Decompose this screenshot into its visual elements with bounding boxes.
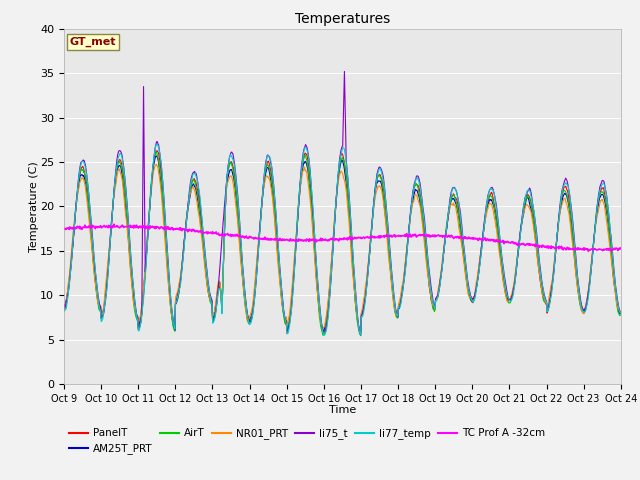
li77_temp <box>590 236 598 242</box>
li75_t <box>60 305 68 311</box>
TC Prof A -32cm <box>590 246 598 252</box>
AM25T_PRT <box>599 192 607 198</box>
Line: AirT: AirT <box>64 152 621 336</box>
PanelT <box>590 234 598 240</box>
Line: NR01_PRT: NR01_PRT <box>64 165 621 330</box>
AirT <box>357 333 365 338</box>
AirT <box>152 149 160 155</box>
Line: AM25T_PRT: AM25T_PRT <box>64 156 621 332</box>
TC Prof A -32cm <box>599 248 607 253</box>
AirT <box>87 228 95 234</box>
AirT <box>292 242 300 248</box>
NR01_PRT <box>292 239 300 245</box>
AM25T_PRT <box>356 329 364 335</box>
Line: TC Prof A -32cm: TC Prof A -32cm <box>64 224 621 251</box>
AM25T_PRT <box>590 233 598 239</box>
PanelT <box>153 148 161 154</box>
AirT <box>164 273 172 278</box>
PanelT <box>60 305 68 311</box>
X-axis label: Time: Time <box>329 405 356 415</box>
NR01_PRT <box>87 234 95 240</box>
PanelT <box>164 263 172 268</box>
li77_temp <box>320 332 328 338</box>
TC Prof A -32cm <box>388 234 396 240</box>
NR01_PRT <box>60 306 68 312</box>
li75_t <box>599 178 607 183</box>
Text: GT_met: GT_met <box>70 37 116 47</box>
TC Prof A -32cm <box>110 221 118 227</box>
NR01_PRT <box>164 276 172 282</box>
PanelT <box>357 331 365 337</box>
PanelT <box>87 222 95 228</box>
Line: li75_t: li75_t <box>64 72 621 335</box>
AirT <box>590 233 598 239</box>
NR01_PRT <box>357 327 365 333</box>
li75_t <box>357 332 365 338</box>
li77_temp <box>154 142 161 147</box>
TC Prof A -32cm <box>164 224 172 229</box>
Title: Temperatures: Temperatures <box>295 12 390 26</box>
AirT <box>60 309 68 314</box>
AM25T_PRT <box>87 227 95 233</box>
li75_t <box>291 255 299 261</box>
AM25T_PRT <box>153 153 161 159</box>
TC Prof A -32cm <box>60 226 68 231</box>
PanelT <box>617 309 625 315</box>
AM25T_PRT <box>617 310 625 316</box>
NR01_PRT <box>617 309 625 314</box>
AirT <box>617 312 625 318</box>
TC Prof A -32cm <box>617 246 625 252</box>
li77_temp <box>292 249 300 255</box>
li77_temp <box>599 181 607 187</box>
li77_temp <box>389 287 397 292</box>
NR01_PRT <box>389 298 397 304</box>
li77_temp <box>87 215 95 220</box>
Line: li77_temp: li77_temp <box>64 144 621 335</box>
NR01_PRT <box>590 235 598 240</box>
AM25T_PRT <box>292 242 300 248</box>
li75_t <box>87 213 95 219</box>
li77_temp <box>164 259 172 264</box>
AirT <box>389 296 397 302</box>
TC Prof A -32cm <box>292 239 300 244</box>
PanelT <box>292 245 300 251</box>
li75_t <box>590 235 598 241</box>
PanelT <box>389 294 397 300</box>
TC Prof A -32cm <box>584 248 592 254</box>
Legend: PanelT, AM25T_PRT, AirT, NR01_PRT, li75_t, li77_temp, TC Prof A -32cm: PanelT, AM25T_PRT, AirT, NR01_PRT, li75_… <box>69 428 545 455</box>
Line: PanelT: PanelT <box>64 151 621 334</box>
NR01_PRT <box>599 198 607 204</box>
Y-axis label: Temperature (C): Temperature (C) <box>29 161 39 252</box>
li77_temp <box>617 311 625 316</box>
li75_t <box>389 284 397 290</box>
NR01_PRT <box>152 162 160 168</box>
AM25T_PRT <box>60 303 68 309</box>
PanelT <box>599 185 607 191</box>
li75_t <box>340 69 348 74</box>
li77_temp <box>60 307 68 312</box>
li75_t <box>163 246 171 252</box>
AM25T_PRT <box>164 270 172 276</box>
li75_t <box>617 311 625 316</box>
AirT <box>599 190 607 195</box>
AM25T_PRT <box>389 292 397 298</box>
TC Prof A -32cm <box>87 226 95 231</box>
